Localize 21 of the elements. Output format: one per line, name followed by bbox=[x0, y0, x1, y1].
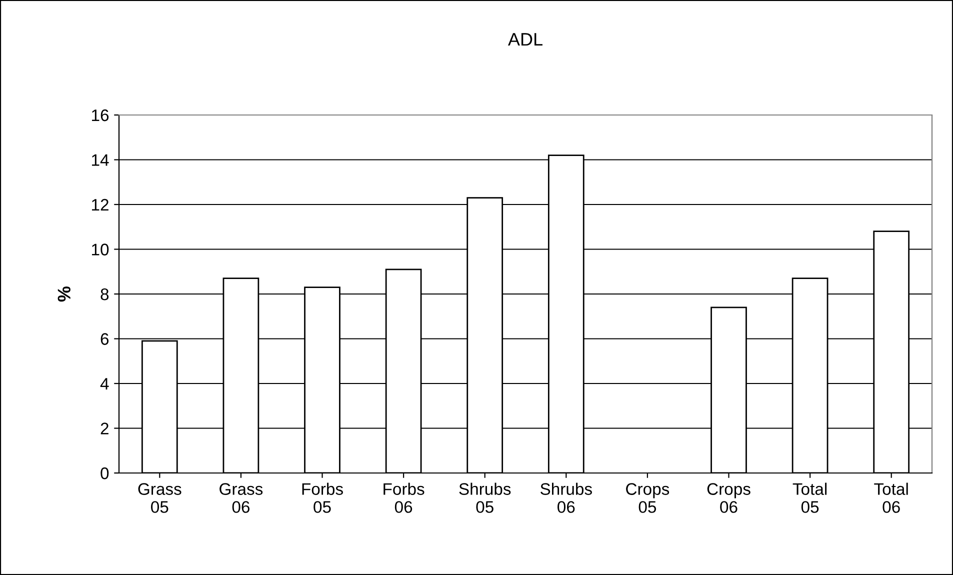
y-tick-label: 8 bbox=[100, 288, 109, 300]
y-tick-label: 4 bbox=[100, 378, 109, 390]
y-tick-label: 0 bbox=[100, 467, 109, 480]
y-axis-title: % bbox=[58, 286, 70, 302]
x-tick-label: Total 05 bbox=[792, 482, 827, 513]
y-tick-label: 12 bbox=[92, 198, 108, 211]
x-tick-label: Grass 05 bbox=[138, 483, 182, 513]
x-tick-label: Shrubs 05 bbox=[459, 482, 511, 513]
y-tick-label: 16 bbox=[92, 109, 109, 122]
x-tick-label: Shrubs 06 bbox=[540, 482, 592, 513]
chart-title: ADL bbox=[508, 33, 542, 46]
x-tick-label: Crops 05 bbox=[626, 483, 670, 513]
y-tick-label: 14 bbox=[92, 154, 109, 166]
x-tick-label: Forbs 06 bbox=[384, 482, 424, 513]
x-tick-label: Forbs 05 bbox=[302, 482, 343, 513]
x-tick-label: Grass 06 bbox=[220, 483, 263, 513]
y-tick-label: 10 bbox=[92, 244, 109, 256]
x-tick-label: Crops 06 bbox=[707, 483, 750, 513]
x-tick-label: Total 06 bbox=[874, 482, 908, 513]
y-tick-label: 2 bbox=[100, 422, 108, 434]
y-tick-label: 6 bbox=[100, 333, 109, 345]
